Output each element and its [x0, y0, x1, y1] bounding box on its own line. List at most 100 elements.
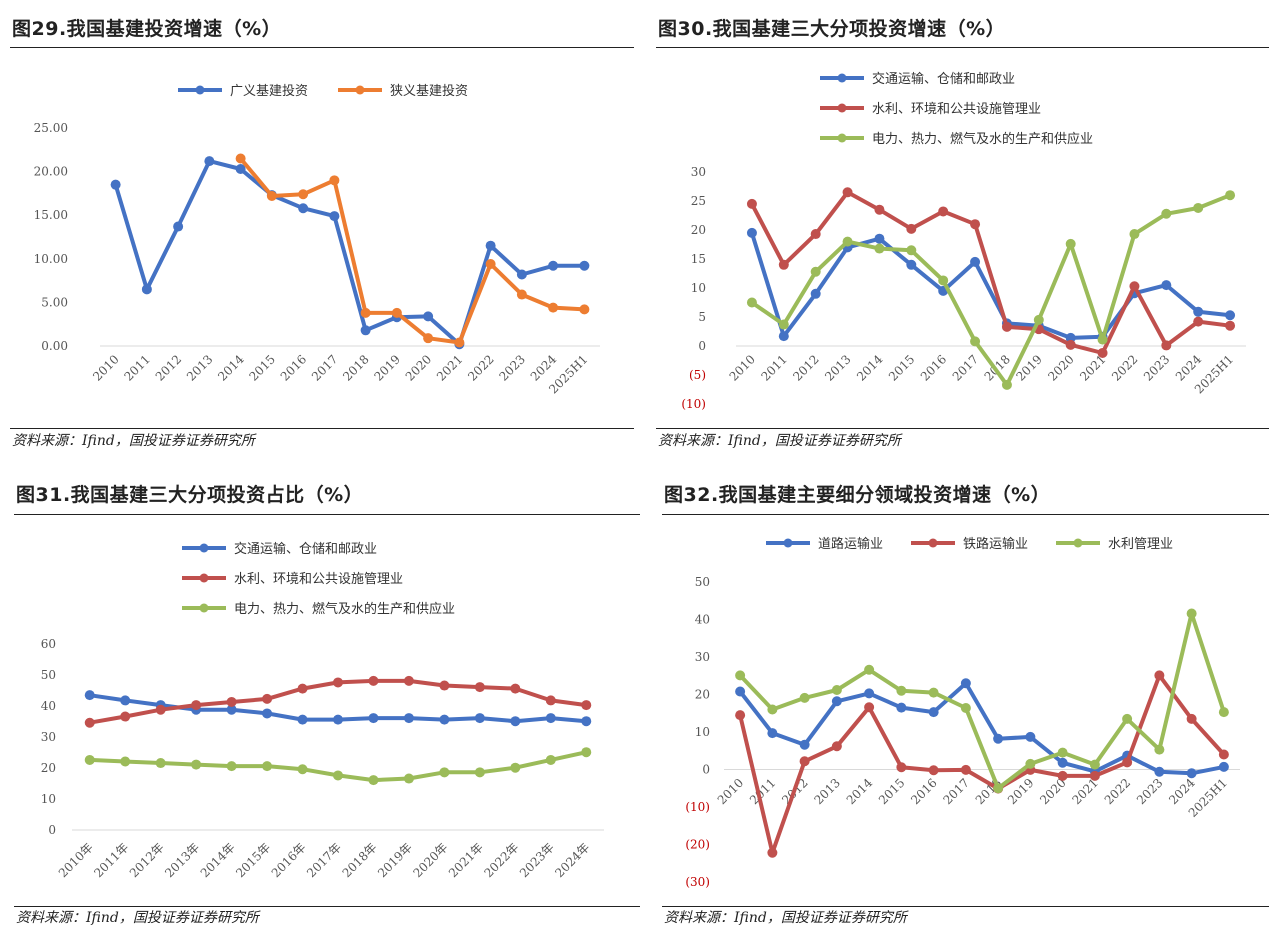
x-tick-label: 2016	[278, 352, 309, 383]
line-chart: 广义基建投资 狭义基建投资 0.00 5.00 10.00 15.00 20.00 25.00…	[34, 83, 600, 397]
x-tick-label: 2013	[822, 352, 853, 383]
data-point	[864, 664, 875, 675]
y-tick-label: (20)	[685, 838, 710, 852]
data-point	[1161, 280, 1172, 291]
data-point	[874, 204, 885, 215]
data-point	[1097, 347, 1108, 358]
data-point	[1057, 747, 1068, 758]
data-point	[767, 728, 778, 739]
data-point	[1025, 758, 1036, 769]
data-point	[474, 767, 485, 778]
legend-label: 铁路运输业	[963, 536, 1028, 552]
line-chart: 道路运输业 铁路运输业 水利管理业 (30) (20) (10) 0 10 20 30 40 50 20…	[685, 536, 1240, 889]
data-point	[778, 331, 789, 342]
data-point	[368, 675, 379, 686]
data-point	[516, 289, 527, 300]
data-point	[298, 189, 309, 200]
x-tick-label: 2023	[496, 352, 527, 383]
y-tick-label: 40	[41, 699, 56, 713]
y-tick-label: 20	[691, 223, 706, 237]
x-tick-label: 2010	[727, 352, 758, 383]
x-tick-label: 2014年	[198, 840, 238, 880]
x-tick-label: 2014	[844, 775, 876, 807]
series-line	[749, 193, 1233, 387]
x-tick-label: 2012	[790, 352, 821, 383]
source-note: 资料来源：Ifind，国投证券证券研究所	[658, 433, 901, 449]
data-point	[191, 759, 202, 770]
x-tick-label: 2017	[950, 352, 981, 383]
y-tick-label: 25.00	[34, 121, 68, 135]
data-point	[1129, 229, 1140, 240]
data-point	[368, 713, 379, 724]
data-point	[960, 764, 971, 775]
data-point	[141, 284, 152, 295]
x-tick-label: 2022	[465, 352, 496, 383]
data-point	[474, 713, 485, 724]
source-rule	[14, 906, 640, 907]
data-point	[1218, 749, 1229, 760]
data-point	[333, 677, 343, 688]
y-tick-label: (10)	[685, 800, 710, 814]
x-tick-label: 2010年	[56, 840, 96, 880]
x-tick-label: 2019	[371, 352, 402, 383]
x-tick-label: 2016	[918, 352, 949, 383]
data-point	[439, 680, 450, 691]
data-point	[403, 675, 414, 686]
data-point	[297, 764, 308, 775]
data-point	[1089, 759, 1100, 770]
data-point	[896, 685, 907, 696]
data-point	[262, 693, 273, 704]
series-line	[738, 611, 1226, 791]
x-tick-label: 2013	[184, 352, 215, 383]
legend-label: 交通运输、仓储和邮政业	[234, 541, 377, 557]
line-chart: 交通运输、仓储和邮政业水利、环境和公共设施管理业电力、热力、燃气及水的生产和供应…	[681, 71, 1246, 411]
x-tick-label: 2017	[309, 352, 340, 383]
source-rule	[662, 906, 1269, 907]
y-tick-label: 0	[702, 763, 710, 777]
data-point	[1186, 608, 1197, 619]
data-point	[1225, 190, 1236, 201]
series-line	[738, 681, 1226, 776]
data-point	[928, 765, 939, 776]
data-point	[439, 714, 450, 725]
title-rule	[656, 47, 1269, 48]
x-tick-label: 2020年	[411, 840, 451, 880]
data-point	[799, 756, 810, 767]
data-point	[1225, 310, 1236, 321]
data-point	[516, 269, 527, 280]
data-point	[510, 683, 521, 694]
data-point	[810, 266, 821, 277]
y-tick-label: 10.00	[34, 252, 68, 266]
x-tick-label: 2021年	[446, 840, 486, 880]
data-point	[235, 153, 246, 164]
legend-marker	[195, 85, 205, 95]
data-point	[579, 304, 590, 315]
y-tick-label: 20	[41, 761, 56, 775]
data-point	[970, 219, 981, 230]
data-point	[84, 754, 95, 765]
legend-marker	[837, 103, 847, 113]
data-point	[262, 708, 273, 719]
data-point	[970, 336, 981, 347]
data-point	[928, 687, 939, 698]
data-point	[191, 700, 202, 711]
data-point	[993, 733, 1004, 744]
title-rule	[10, 47, 634, 48]
legend-label: 狭义基建投资	[390, 83, 468, 99]
data-point	[1122, 757, 1133, 768]
data-point	[579, 260, 590, 271]
y-tick-label: 30	[695, 650, 710, 664]
data-point	[938, 206, 949, 217]
data-point	[746, 297, 757, 308]
chart-title: 图29.我国基建投资增速（%）	[12, 18, 282, 40]
data-point	[485, 240, 496, 251]
data-point	[1122, 713, 1133, 724]
source-note: 资料来源：Ifind，国投证券证券研究所	[664, 910, 907, 926]
data-point	[454, 337, 465, 348]
data-point	[581, 716, 592, 727]
x-tick-label: 2018年	[340, 840, 380, 880]
data-point	[510, 762, 521, 773]
data-point	[799, 692, 810, 703]
data-point	[896, 762, 907, 773]
x-tick-label: 2024年	[552, 840, 592, 880]
